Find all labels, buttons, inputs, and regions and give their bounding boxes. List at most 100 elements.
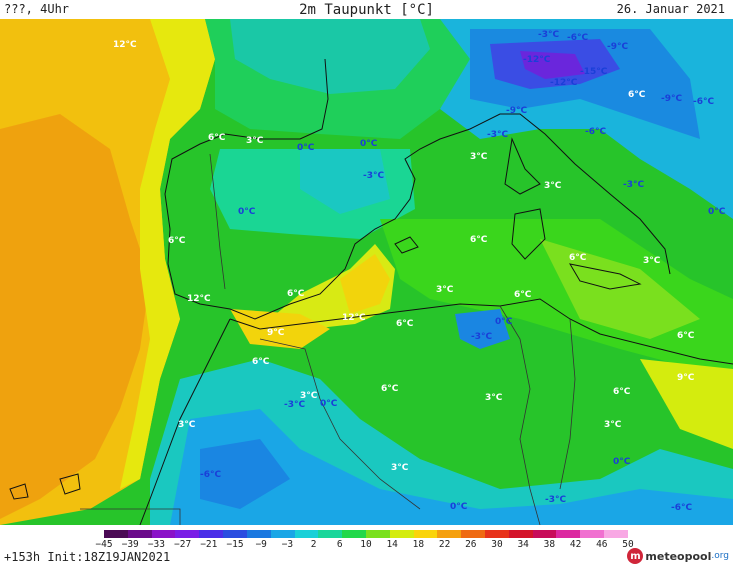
- isotherm-label: -3°C: [538, 30, 559, 40]
- isotherm-label: 0°C: [613, 457, 631, 467]
- isotherm-label: 3°C: [436, 285, 454, 295]
- isotherm-label: 3°C: [544, 181, 562, 191]
- tunisia-dry-area: [455, 309, 510, 349]
- dewpoint-map: 12°C-3°C -6°C-9°C-12°C-15°C-12°C6°C -9°C -6…: [0, 19, 733, 525]
- colorbar-swatch: [294, 530, 319, 538]
- isotherm-label: -6°C: [693, 97, 714, 107]
- colorbar-tick-label: 50: [622, 539, 634, 550]
- isotherm-label: 0°C: [360, 139, 378, 149]
- colorbar-tick-label: −15: [226, 539, 244, 550]
- isotherm-label: -3°C: [545, 495, 566, 505]
- colorbar-tick-label: 42: [569, 539, 582, 550]
- colorbar-swatch: [604, 530, 628, 538]
- isotherm-label: 0°C: [320, 399, 338, 409]
- meteopool-logo[interactable]: m meteopool .org: [627, 547, 729, 565]
- isotherm-label: -3°C: [471, 332, 492, 342]
- isotherm-label: 6°C: [396, 319, 414, 329]
- isotherm-label: 3°C: [391, 463, 409, 473]
- central-med-area: [540, 239, 700, 339]
- isotherm-label: 12°C: [113, 40, 137, 50]
- footer: −45 −39 −33 −27 −21 −15 −9 −3 2 6 10 14 18 22 26 30 34 38…: [0, 525, 733, 566]
- isotherm-labels: 12°C-3°C -6°C-9°C-12°C-15°C-12°C6°C -9°C -6…: [113, 30, 726, 513]
- isotherm-label: 6°C: [514, 290, 532, 300]
- colorbar-tick-label: 46: [596, 539, 608, 550]
- colorbar-swatch: [223, 530, 247, 538]
- isotherm-label: -15°C: [580, 67, 608, 77]
- isotherm-label: 6°C: [168, 236, 186, 246]
- sahara-dry-area: [170, 409, 733, 525]
- colorbar-tick-label: 14: [386, 539, 398, 550]
- isotherm-label: 6°C: [208, 133, 226, 143]
- isotherm-label: 0°C: [495, 317, 513, 327]
- valid-date: 26. Januar 2021: [616, 2, 725, 16]
- atlas-dry-area: [200, 439, 290, 509]
- colorbar-swatch: [580, 530, 605, 538]
- colorbar-swatch: [270, 530, 295, 538]
- isotherm-label: -3°C: [284, 400, 305, 410]
- isotherm-label: 0°C: [297, 143, 315, 153]
- meteopool-logo-icon: m: [627, 548, 644, 564]
- colorbar-swatch: [365, 530, 390, 538]
- iberia-cooler-area: [300, 149, 390, 214]
- isotherm-label: 3°C: [300, 391, 318, 401]
- colorbar-swatch: [389, 530, 414, 538]
- ionian-warm-area: [640, 359, 733, 449]
- south-spain-hot-area: [340, 254, 390, 314]
- isotherm-label: -6°C: [200, 470, 221, 480]
- colorbar-swatch: [318, 530, 343, 538]
- isotherm-label: -9°C: [661, 94, 682, 104]
- colorbar-tick-label: −33: [147, 539, 165, 550]
- colorbar-swatch: [485, 530, 509, 538]
- isotherm-label: -9°C: [607, 42, 628, 52]
- colorbar-tick-label: 2: [310, 539, 317, 550]
- isotherm-label: -3°C: [623, 180, 644, 190]
- colorbar-tick-label: 34: [517, 539, 529, 550]
- isotherm-label: 3°C: [604, 420, 622, 430]
- isotherm-label: -6°C: [567, 33, 588, 43]
- logo-name: meteopool: [645, 549, 712, 563]
- country-borders: [80, 153, 576, 525]
- isotherm-label: 9°C: [677, 373, 695, 383]
- isotherm-label: 6°C: [252, 357, 270, 367]
- colorbar-swatch: [199, 530, 224, 538]
- isotherm-label: -9°C: [506, 106, 527, 116]
- isotherm-label: 0°C: [450, 502, 468, 512]
- colorbar-swatch: [104, 530, 128, 538]
- isotherm-label: 3°C: [470, 152, 488, 162]
- colorbar-tick-label: 38: [543, 539, 556, 550]
- colorbar-swatch: [556, 530, 581, 538]
- colorbar-swatch: [342, 530, 366, 538]
- run-info: +153h Init:18Z19JAN2021: [4, 550, 171, 564]
- mediterranean-area: [380, 219, 733, 379]
- map-title: 2m Taupunkt [°C]: [299, 2, 434, 18]
- run-label: ???, 4Uhr: [4, 2, 70, 16]
- coastlines: [9, 58, 733, 525]
- colorbar-swatch: [127, 530, 152, 538]
- isotherm-label: 6°C: [677, 331, 695, 341]
- isotherm-label: 12°C: [187, 294, 211, 304]
- colorbar-tick-label: 18: [412, 539, 425, 550]
- header-bar: ???, 4Uhr 2m Taupunkt [°C] 26. Januar 20…: [0, 0, 733, 19]
- isotherm-label: 0°C: [238, 207, 256, 217]
- colorbar-tick-label: −9: [255, 539, 267, 550]
- colorbar-tick-label: −39: [121, 539, 139, 550]
- colorbar-tick-label: 30: [491, 539, 503, 550]
- colorbar-tick-label: 22: [438, 539, 451, 550]
- isotherm-label: 6°C: [613, 387, 631, 397]
- atlantic-transition-band: [120, 19, 215, 489]
- colorbar-swatch: [532, 530, 557, 538]
- colorbar-swatch: [151, 530, 176, 538]
- colorbar-ticks: −45 −39 −33 −27 −21 −15 −9 −3 2 6 10 14 18 22 26 30 34 38…: [95, 539, 633, 550]
- isotherm-label: -12°C: [523, 55, 551, 65]
- isotherm-label: -6°C: [585, 127, 606, 137]
- isotherm-label: 6°C: [569, 253, 587, 263]
- logo-tld: .org: [711, 551, 729, 561]
- colorbar: [104, 530, 628, 538]
- isotherm-label: 3°C: [178, 420, 196, 430]
- colorbar-tick-label: 26: [465, 539, 477, 550]
- isotherm-label: 6°C: [470, 235, 488, 245]
- colorbar-swatch: [175, 530, 200, 538]
- colorbar-swatch: [508, 530, 533, 538]
- isotherm-label: 0°C: [708, 207, 726, 217]
- isotherm-label: 9°C: [267, 328, 285, 338]
